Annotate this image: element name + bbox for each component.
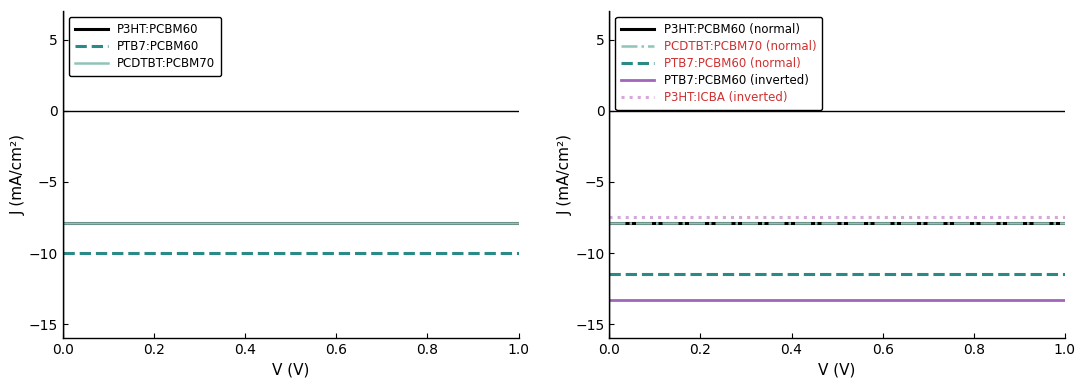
PTB7:PCBM60 (inverted) bbox=[955, 298, 969, 302]
PTB7:PCBM60 bbox=[85, 251, 98, 256]
PTB7:PCBM60 (normal) bbox=[632, 272, 645, 277]
PTB7:PCBM60 bbox=[457, 251, 470, 256]
PCDTBT:PCBM70 bbox=[338, 221, 351, 226]
PTB7:PCBM60 (inverted) bbox=[632, 298, 645, 302]
X-axis label: V (V): V (V) bbox=[272, 363, 310, 378]
PTB7:PCBM60 bbox=[338, 251, 351, 256]
PCDTBT:PCBM70 (normal) bbox=[1067, 221, 1080, 226]
P3HT:ICBA (inverted) bbox=[603, 215, 616, 220]
PCDTBT:PCBM70 (normal) bbox=[632, 221, 645, 226]
P3HT:PCBM60 (normal) bbox=[1003, 221, 1016, 226]
PCDTBT:PCBM70 bbox=[326, 221, 339, 226]
PTB7:PCBM60 (inverted) bbox=[885, 298, 898, 302]
P3HT:PCBM60 bbox=[457, 221, 470, 226]
PTB7:PCBM60 (normal) bbox=[885, 272, 898, 277]
PCDTBT:PCBM70 (normal) bbox=[603, 221, 616, 226]
P3HT:PCBM60 bbox=[85, 221, 98, 226]
PTB7:PCBM60 (inverted) bbox=[1067, 298, 1080, 302]
PTB7:PCBM60 bbox=[57, 251, 70, 256]
PTB7:PCBM60 (normal) bbox=[1003, 272, 1016, 277]
P3HT:PCBM60 bbox=[57, 221, 70, 226]
P3HT:ICBA (inverted) bbox=[1067, 215, 1080, 220]
PCDTBT:PCBM70 bbox=[85, 221, 98, 226]
PTB7:PCBM60 bbox=[521, 251, 534, 256]
PCDTBT:PCBM70 (normal) bbox=[873, 221, 886, 226]
P3HT:PCBM60 (normal) bbox=[632, 221, 645, 226]
PCDTBT:PCBM70 (normal) bbox=[1003, 221, 1016, 226]
P3HT:ICBA (inverted) bbox=[899, 215, 912, 220]
P3HT:PCBM60 bbox=[326, 221, 339, 226]
P3HT:PCBM60 bbox=[521, 221, 534, 226]
PTB7:PCBM60 (normal) bbox=[1067, 272, 1080, 277]
PTB7:PCBM60 bbox=[352, 251, 365, 256]
PTB7:PCBM60 (normal) bbox=[873, 272, 886, 277]
P3HT:ICBA (inverted) bbox=[632, 215, 645, 220]
PTB7:PCBM60 bbox=[409, 251, 422, 256]
PCDTBT:PCBM70 bbox=[57, 221, 70, 226]
PCDTBT:PCBM70 bbox=[457, 221, 470, 226]
P3HT:PCBM60 bbox=[338, 221, 351, 226]
PCDTBT:PCBM70 (normal) bbox=[899, 221, 912, 226]
P3HT:ICBA (inverted) bbox=[955, 215, 969, 220]
P3HT:PCBM60 bbox=[352, 221, 365, 226]
PTB7:PCBM60 (normal) bbox=[603, 272, 616, 277]
PCDTBT:PCBM70 (normal) bbox=[885, 221, 898, 226]
P3HT:PCBM60 (normal) bbox=[885, 221, 898, 226]
PTB7:PCBM60 (inverted) bbox=[873, 298, 886, 302]
PCDTBT:PCBM70 (normal) bbox=[955, 221, 969, 226]
Legend: P3HT:PCBM60, PTB7:PCBM60, PCDTBT:PCBM70: P3HT:PCBM60, PTB7:PCBM60, PCDTBT:PCBM70 bbox=[68, 17, 222, 76]
PCDTBT:PCBM70 bbox=[352, 221, 365, 226]
PTB7:PCBM60 (inverted) bbox=[1003, 298, 1016, 302]
PTB7:PCBM60 (normal) bbox=[899, 272, 912, 277]
Legend: P3HT:PCBM60 (normal), PCDTBT:PCBM70 (normal), PTB7:PCBM60 (normal), PTB7:PCBM60 : P3HT:PCBM60 (normal), PCDTBT:PCBM70 (nor… bbox=[615, 17, 822, 110]
PTB7:PCBM60 (normal) bbox=[955, 272, 969, 277]
Y-axis label: J (mA/cm²): J (mA/cm²) bbox=[11, 134, 26, 215]
P3HT:PCBM60 (normal) bbox=[955, 221, 969, 226]
PTB7:PCBM60 bbox=[326, 251, 339, 256]
P3HT:ICBA (inverted) bbox=[873, 215, 886, 220]
P3HT:PCBM60 (normal) bbox=[1067, 221, 1080, 226]
PCDTBT:PCBM70 bbox=[409, 221, 422, 226]
P3HT:PCBM60 bbox=[409, 221, 422, 226]
P3HT:ICBA (inverted) bbox=[885, 215, 898, 220]
P3HT:PCBM60 (normal) bbox=[603, 221, 616, 226]
X-axis label: V (V): V (V) bbox=[819, 363, 855, 378]
PCDTBT:PCBM70 bbox=[521, 221, 534, 226]
P3HT:ICBA (inverted) bbox=[1003, 215, 1016, 220]
PTB7:PCBM60 (inverted) bbox=[899, 298, 912, 302]
P3HT:PCBM60 (normal) bbox=[899, 221, 912, 226]
PTB7:PCBM60 (inverted) bbox=[603, 298, 616, 302]
P3HT:PCBM60 (normal) bbox=[873, 221, 886, 226]
Y-axis label: J (mA/cm²): J (mA/cm²) bbox=[558, 134, 573, 215]
